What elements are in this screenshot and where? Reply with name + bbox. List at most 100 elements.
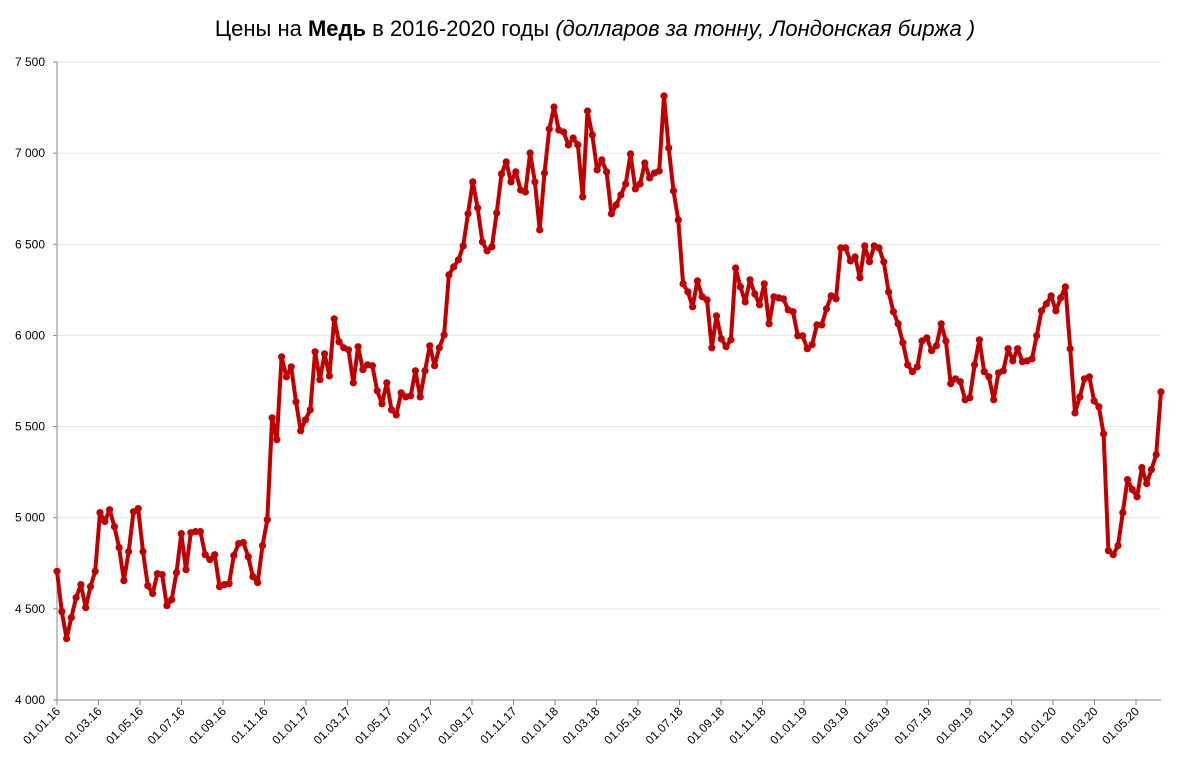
data-point [722, 343, 730, 351]
data-point [1061, 283, 1069, 291]
data-point [77, 581, 85, 589]
data-point [693, 277, 702, 285]
data-point [387, 406, 396, 414]
data-point [832, 295, 840, 303]
data-point [942, 337, 950, 345]
data-point [1109, 551, 1117, 559]
data-point [937, 320, 945, 328]
y-tick-label: 7 500 [15, 55, 45, 69]
data-point [263, 516, 271, 524]
data-point [1128, 486, 1136, 494]
data-point [727, 336, 735, 344]
data-point [1100, 430, 1108, 438]
data-point [110, 523, 118, 531]
data-point [674, 216, 682, 224]
data-point [454, 256, 463, 264]
data-point [1004, 345, 1012, 353]
data-point [1047, 292, 1055, 300]
data-point [818, 321, 826, 329]
title-units: (долларов за тонну, Лондонская биржа ) [555, 16, 975, 41]
data-point [177, 530, 185, 538]
data-point [861, 242, 869, 250]
data-point [808, 341, 816, 349]
data-point [641, 159, 649, 167]
x-axis-ticks: 01.01.1601.03.1601.05.1601.07.1601.09.16… [20, 700, 1142, 747]
data-point [689, 303, 697, 311]
data-point [426, 342, 434, 350]
data-point [521, 188, 530, 196]
data-point [58, 608, 66, 616]
data-point [660, 92, 668, 100]
data-point [249, 573, 257, 581]
data-point [101, 517, 109, 526]
data-point [899, 339, 907, 347]
data-point [865, 258, 874, 266]
data-point [779, 295, 788, 303]
data-point [373, 387, 381, 395]
x-tick-label: 01.01.16 [20, 704, 63, 747]
title-prefix: Цены на [215, 16, 308, 41]
data-point [230, 552, 238, 560]
data-point [1028, 355, 1036, 363]
data-point [134, 505, 142, 513]
data-point [665, 144, 673, 152]
data-point [1066, 345, 1074, 353]
data-point [512, 168, 520, 176]
data-point [751, 290, 759, 298]
data-point [1147, 466, 1155, 474]
x-tick-label: 01.03.20 [1058, 704, 1101, 747]
data-point [646, 174, 654, 182]
series-copper [53, 92, 1165, 643]
data-point [885, 288, 893, 296]
data-point [617, 191, 625, 199]
data-point [579, 193, 587, 201]
data-point [201, 551, 209, 559]
data-point [330, 315, 338, 323]
data-point [254, 579, 262, 587]
data-point [669, 187, 678, 195]
data-point [359, 366, 367, 374]
y-tick-label: 6 500 [15, 237, 45, 251]
data-point [746, 276, 754, 284]
gridlines [57, 61, 1161, 610]
x-tick-label: 01.07.17 [394, 704, 437, 747]
x-tick-label: 01.11.19 [975, 704, 1018, 747]
data-point [975, 336, 984, 344]
data-point [115, 544, 123, 552]
data-point [851, 253, 859, 261]
data-point [574, 141, 582, 149]
data-point [1119, 508, 1127, 517]
data-point [502, 158, 510, 166]
data-point [564, 141, 573, 149]
data-point [450, 263, 458, 271]
data-point [440, 331, 448, 339]
data-point [182, 566, 190, 574]
data-point [822, 305, 831, 313]
x-tick-label: 01.01.19 [767, 704, 810, 747]
x-tick-label: 01.11.16 [228, 704, 271, 747]
data-point [258, 542, 267, 550]
x-tick-label: 01.09.16 [186, 704, 229, 747]
x-tick-label: 01.03.18 [560, 704, 603, 747]
y-tick-label: 6 000 [15, 328, 45, 342]
data-point [321, 350, 329, 358]
x-tick-label: 01.03.17 [311, 704, 354, 747]
data-point [531, 178, 539, 186]
data-point [278, 353, 286, 361]
data-point [96, 508, 104, 517]
data-point [469, 178, 477, 186]
data-point [196, 528, 204, 536]
data-point [1152, 451, 1160, 459]
data-point [287, 363, 295, 371]
data-point [985, 373, 993, 381]
data-point [545, 125, 553, 133]
data-point [560, 128, 568, 136]
data-point [431, 362, 439, 370]
data-point [1052, 307, 1060, 315]
data-point [1114, 542, 1122, 550]
data-point [923, 334, 931, 342]
data-point [980, 368, 988, 376]
data-point [540, 169, 549, 177]
data-point [407, 392, 415, 400]
x-tick-label: 01.05.18 [601, 704, 644, 747]
